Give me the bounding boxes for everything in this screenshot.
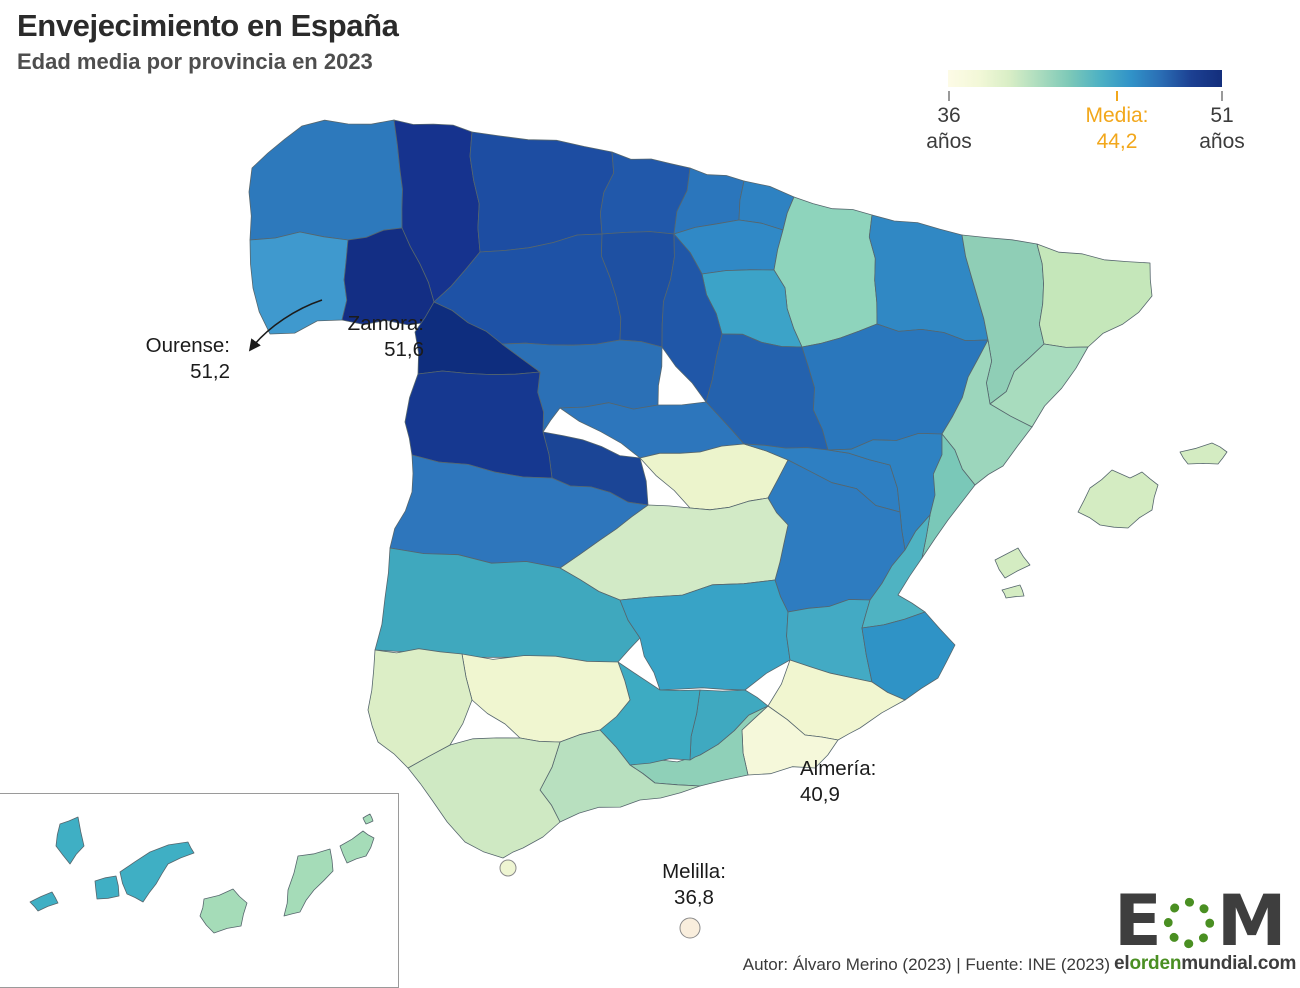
annotation-almeria: Almería: 40,9 bbox=[800, 756, 876, 807]
eom-wordmark-orden: orden bbox=[1129, 953, 1182, 974]
legend-tick-max bbox=[1221, 91, 1223, 101]
province-shapes bbox=[29, 119, 1228, 934]
province-mallorca bbox=[1077, 469, 1159, 529]
province-huelva bbox=[367, 648, 473, 769]
legend-max-unit: años bbox=[1199, 130, 1245, 153]
annotation-zamora: Zamora: 51,6 bbox=[272, 311, 424, 362]
province-tenerife bbox=[119, 841, 195, 903]
legend-max-value: 51 bbox=[1210, 104, 1234, 127]
legend-min-value: 36 bbox=[937, 104, 961, 127]
legend-label-max: 51 años bbox=[1199, 103, 1245, 155]
province-badajoz bbox=[374, 547, 641, 663]
annotation-melilla-value: 36,8 bbox=[674, 885, 714, 909]
province-el-hierro bbox=[29, 891, 59, 912]
annotation-zamora-name: Zamora: bbox=[347, 312, 424, 335]
page-title: Envejecimiento en España bbox=[17, 8, 399, 43]
province-fuerteventura bbox=[283, 848, 334, 917]
eom-wordmark-el: el bbox=[1114, 953, 1130, 974]
province-ibiza bbox=[994, 547, 1031, 579]
province-girona bbox=[1036, 243, 1153, 348]
province-la-palma bbox=[55, 816, 85, 865]
province-formentera bbox=[1001, 584, 1025, 599]
province-tarragona bbox=[941, 339, 1033, 486]
legend-label-mean: Media: 44,2 bbox=[1085, 103, 1148, 155]
annotation-melilla-name: Melilla: bbox=[662, 860, 726, 883]
province-caceres bbox=[389, 454, 649, 569]
ourense-annotation-arrow bbox=[248, 299, 323, 352]
city-dot-ceuta bbox=[499, 859, 517, 877]
province-huesca bbox=[868, 214, 989, 342]
annotation-melilla: Melilla: 36,8 bbox=[619, 859, 769, 910]
province-gran-canaria bbox=[199, 888, 248, 934]
province-lanzarote bbox=[339, 830, 375, 864]
province-a-coruna bbox=[248, 119, 403, 241]
province-ciudad-real bbox=[619, 579, 791, 691]
eom-logo: E M elordenmundial.com bbox=[1114, 880, 1300, 975]
eom-letter-m: M bbox=[1216, 880, 1287, 962]
legend-mean-value: 44,2 bbox=[1096, 130, 1138, 153]
province-menorca bbox=[1179, 442, 1228, 465]
city-dot-melilla bbox=[679, 917, 701, 939]
legend-label-min: 36 años bbox=[926, 103, 972, 155]
province-la-gomera bbox=[94, 875, 120, 900]
eom-logo-letters: E M bbox=[1114, 880, 1300, 962]
annotation-ourense-value: 51,2 bbox=[190, 359, 230, 383]
legend-gradient-bar bbox=[948, 70, 1222, 87]
legend-tick-min bbox=[948, 91, 950, 101]
legend-tick-mean bbox=[1116, 91, 1118, 101]
legend-mean-label: Media: bbox=[1085, 104, 1149, 127]
province-castellon bbox=[921, 433, 976, 559]
annotation-almeria-name: Almería: bbox=[800, 757, 877, 780]
credit-line: Autor: Álvaro Merino (2023) | Fuente: IN… bbox=[742, 955, 1110, 974]
annotation-zamora-value: 51,6 bbox=[384, 337, 424, 361]
page-subtitle: Edad media por provincia en 2023 bbox=[17, 49, 373, 74]
eom-dotted-o-icon bbox=[1163, 897, 1214, 949]
eom-wordmark-mundial: mundial.com bbox=[1181, 953, 1297, 974]
annotation-ourense: Ourense: 51,2 bbox=[78, 333, 230, 384]
eom-wordmark: elordenmundial.com bbox=[1114, 953, 1300, 975]
province-cadiz bbox=[407, 737, 561, 859]
annotation-ourense-name: Ourense: bbox=[145, 334, 230, 357]
legend-min-unit: años bbox=[926, 130, 972, 153]
annotation-almeria-value: 40,9 bbox=[800, 782, 840, 806]
province-la-graciosa bbox=[362, 813, 374, 825]
autonomous-city-dots bbox=[499, 859, 701, 939]
eom-letter-e: E bbox=[1114, 880, 1162, 962]
